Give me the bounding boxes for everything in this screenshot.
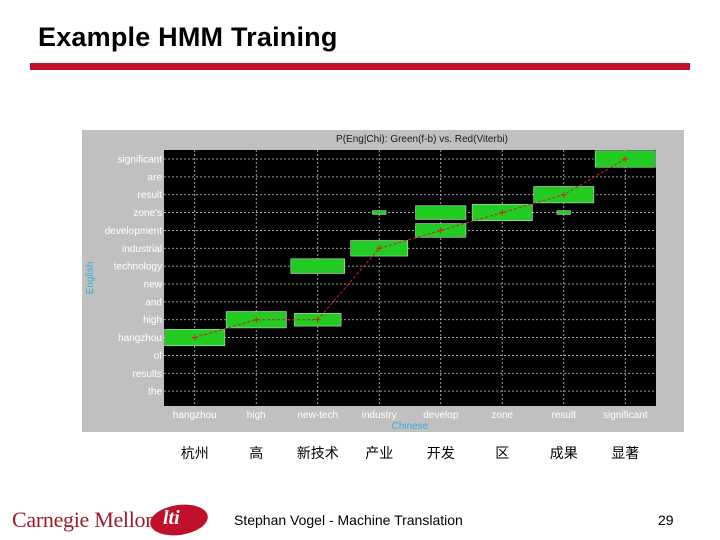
x-tick-label: industry [362, 410, 397, 421]
y-tick-label: the [148, 387, 162, 398]
y-tick-label: technology [114, 262, 162, 273]
title-rule [30, 63, 690, 70]
posterior-box [372, 210, 387, 215]
x-tick-label: high [247, 410, 266, 421]
chinese-word-label: 产业 [365, 446, 394, 462]
chinese-word-row: 杭州 高 新技术 产业 开发 区 成果 显著 [0, 443, 720, 463]
x-tick-label: significant [603, 410, 648, 421]
x-tick-labels: hangzhou high new-tech industry develop zone r… [173, 410, 648, 421]
posterior-boxes [164, 150, 656, 347]
x-tick-label: result [552, 410, 577, 421]
page-number: 29 [658, 512, 674, 528]
posterior-box [556, 210, 571, 215]
viterbi-point [622, 156, 629, 162]
y-tick-label: high [143, 315, 162, 326]
chinese-word-label: 新技术 [296, 446, 339, 462]
slide-title: Example HMM Training [38, 22, 338, 52]
chinese-word-label: 区 [495, 446, 510, 462]
viterbi-path-line [194, 158, 626, 339]
x-tick-label: new-tech [297, 410, 338, 421]
y-tick-labels: significant are result zone's development ind… [105, 155, 163, 398]
posterior-box [415, 205, 467, 220]
viterbi-point [437, 227, 444, 234]
y-tick-label: new [144, 280, 163, 291]
viterbi-point [376, 245, 383, 252]
x-tick-label: hangzhou [173, 410, 217, 421]
y-tick-label: zone's [133, 208, 162, 219]
viterbi-point [499, 209, 506, 216]
x-axis-label: Chinese [392, 421, 429, 432]
y-tick-label: and [145, 297, 162, 308]
chinese-word-label: 显著 [611, 446, 640, 462]
chart-title: P(Eng|Chi): Green(f-b) vs. Red(Viterbi) [336, 134, 508, 145]
y-tick-label: are [148, 172, 163, 183]
cmu-logo: Carnegie Mellon [12, 507, 156, 532]
x-tick-label: zone [491, 410, 513, 421]
y-tick-label: result [138, 190, 163, 201]
y-tick-label: results [133, 369, 162, 380]
viterbi-point [191, 334, 198, 341]
y-tick-label: of [154, 351, 163, 362]
footer-text: Stephan Vogel - Machine Translation [234, 512, 463, 528]
y-tick-label: hangzhou [118, 333, 162, 344]
lti-logo-text: lti [163, 507, 180, 529]
chinese-word-label: 杭州 [180, 446, 209, 462]
viterbi-point [560, 191, 567, 198]
chinese-word-label: 开发 [426, 446, 455, 462]
chinese-word-label: 成果 [549, 446, 578, 462]
viterbi-path [191, 156, 629, 341]
viterbi-point [253, 316, 260, 323]
chinese-word-label: 高 [249, 446, 264, 462]
x-tick-label: develop [423, 410, 458, 421]
y-tick-label: industrial [122, 244, 162, 255]
alignment-chart: significant are result zone's development ind… [85, 134, 656, 432]
y-tick-label: significant [118, 155, 163, 166]
y-axis-label: English [85, 262, 96, 295]
posterior-box [290, 258, 345, 274]
viterbi-point [314, 316, 321, 323]
y-tick-label: development [105, 226, 162, 237]
